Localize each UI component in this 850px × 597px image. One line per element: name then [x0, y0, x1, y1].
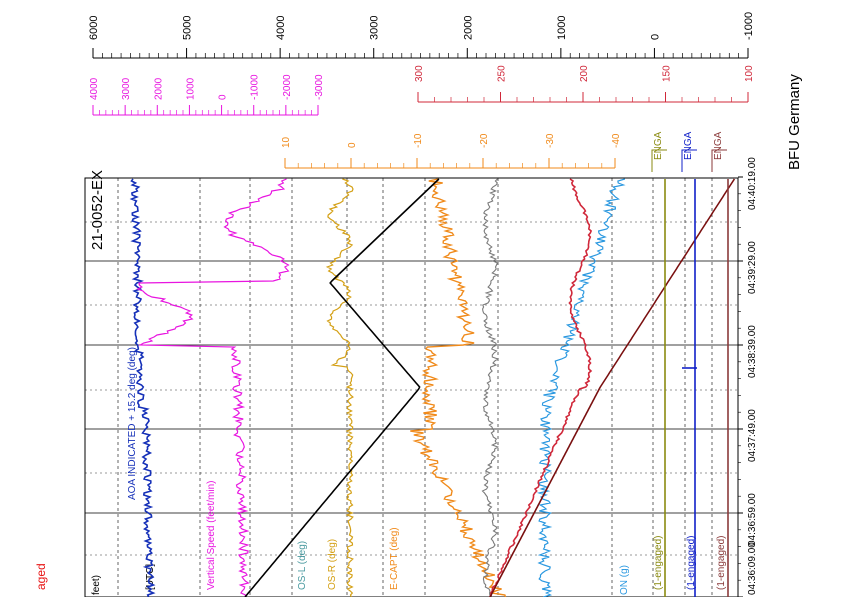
- scale-label-magenta: 4000: [89, 77, 100, 100]
- scale-label-red: 150: [662, 65, 673, 82]
- series-line-red: [489, 178, 593, 597]
- engaged-scale: [681, 149, 697, 172]
- scale-label-red: 300: [414, 65, 425, 82]
- scale-label-orange: -40: [611, 133, 622, 148]
- series-label: E-CAPT (deg): [389, 527, 400, 590]
- series-line-vertical-speed: [136, 178, 290, 597]
- engaged-scale-label: ENGA: [713, 131, 724, 160]
- scale-label-black: 4000: [275, 16, 287, 40]
- scale-label-red: 100: [744, 65, 755, 82]
- partial-legend-text: aged: [34, 563, 48, 590]
- series-line-aoa: [129, 178, 156, 597]
- series-label: ON (g): [619, 565, 630, 595]
- series-line-pos-r: [325, 178, 354, 597]
- scale-label-orange: 0: [347, 142, 358, 148]
- time-unit-label: [UTC]: [145, 564, 156, 590]
- scale-label-magenta: 2000: [153, 77, 164, 100]
- scale-label-black: 6000: [88, 16, 100, 40]
- series-label: (1-engaged): [716, 536, 727, 590]
- plot-frame: [84, 177, 739, 597]
- scale-label-magenta: 3000: [121, 77, 132, 100]
- time-tick-label: 04:37:49.00: [747, 409, 758, 462]
- series-label: OS-R (deg): [327, 539, 338, 590]
- series-labels: AOA INDICATED + 15.2 deg (deg) Vertical S…: [91, 347, 727, 595]
- scale-label-magenta: -3000: [314, 74, 325, 100]
- scale-label-magenta: 1000: [185, 77, 196, 100]
- scale-label-black: 1000: [556, 16, 568, 40]
- time-tick-label: 04:40:19.00: [747, 157, 758, 210]
- source-label: BFU Germany: [786, 74, 803, 170]
- series-label: Vertical Speed (feet/min): [206, 481, 217, 591]
- series-line-grey: [481, 178, 500, 597]
- series-label: AOA INDICATED + 15.2 deg (deg): [127, 347, 138, 500]
- scale-label-red: 200: [579, 65, 590, 82]
- series-label: feet): [91, 575, 102, 595]
- scale-label-magenta: 0: [218, 94, 229, 100]
- series-line-altitude: [244, 178, 440, 597]
- scale-label-magenta: -1000: [250, 74, 261, 100]
- engaged-scale: [711, 149, 727, 172]
- scale-label-black: 3000: [369, 16, 381, 40]
- scale-label-black: 0: [649, 34, 661, 40]
- engaged-scale-label: ENGA: [683, 131, 694, 160]
- time-tick-label: 04:38:39.00: [747, 325, 758, 378]
- engaged-scale: [651, 149, 667, 172]
- scale-label-orange: 10: [281, 136, 292, 148]
- scale-label-black: 5000: [182, 16, 194, 40]
- series-line-darkred: [489, 178, 736, 597]
- scale-label-black: 2000: [462, 16, 474, 40]
- engaged-scale-label: ENGA: [653, 131, 664, 160]
- time-tick-label: 04:36:09.00: [747, 542, 758, 595]
- scale-label-black: -1000: [743, 12, 755, 40]
- scale-label-magenta: -2000: [282, 74, 293, 100]
- series-line-accel: [536, 178, 626, 597]
- series-label: (1-engaged): [686, 536, 697, 590]
- scale-label-orange: -10: [413, 133, 424, 148]
- plot-area: [84, 177, 739, 597]
- chart-title: 21-0052-EX: [89, 170, 106, 250]
- time-tick-label: 04:36:59.00: [747, 493, 758, 546]
- time-tick-label: 04:39:29.00: [747, 241, 758, 294]
- scale-label-orange: -20: [479, 133, 490, 148]
- scale-label-orange: -30: [545, 133, 556, 148]
- scale-label-red: 250: [497, 65, 508, 82]
- series-label: (1-engaged): [653, 536, 664, 590]
- series-label: OS-L (deg): [297, 541, 308, 590]
- series-line-pitch-capt: [410, 178, 507, 597]
